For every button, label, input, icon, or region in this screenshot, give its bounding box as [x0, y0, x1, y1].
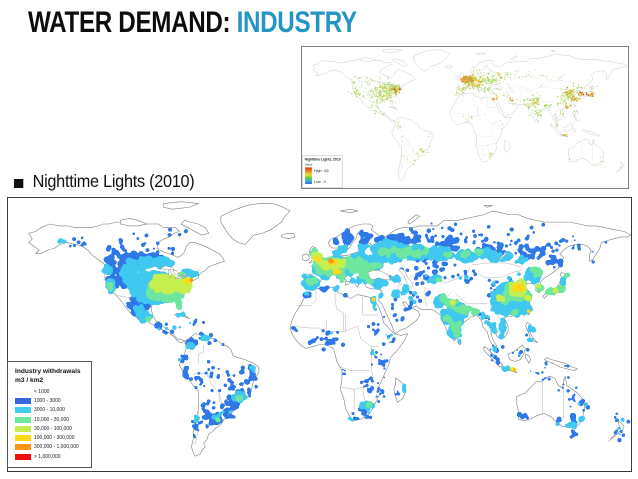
svg-text:Low : 0: Low : 0: [314, 180, 326, 184]
svg-text:High : 63: High : 63: [314, 169, 329, 173]
svg-text:Nighttime Lights, 2010: Nighttime Lights, 2010: [305, 158, 341, 162]
svg-text:Value: Value: [305, 162, 313, 166]
